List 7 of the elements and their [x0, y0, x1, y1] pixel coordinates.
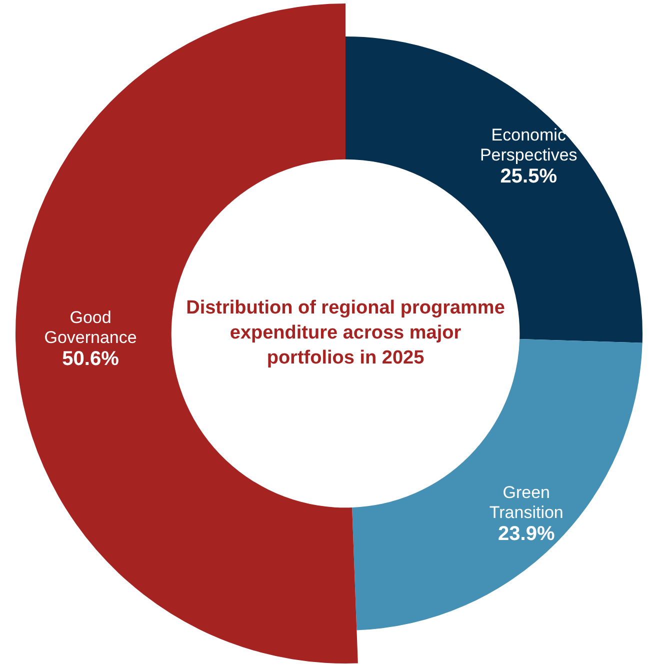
data-label: 25.5% — [500, 166, 558, 188]
data-label: 23.9% — [498, 522, 555, 545]
slice-label: Green Transition — [489, 482, 564, 522]
slice-label: Good Governance — [44, 308, 137, 347]
slice-label: Economic Perspectives — [480, 126, 578, 165]
text: Distribution of regional programme expenditure across major portfolios in 2025 — [186, 298, 505, 369]
data-label: 50.6% — [62, 348, 120, 370]
